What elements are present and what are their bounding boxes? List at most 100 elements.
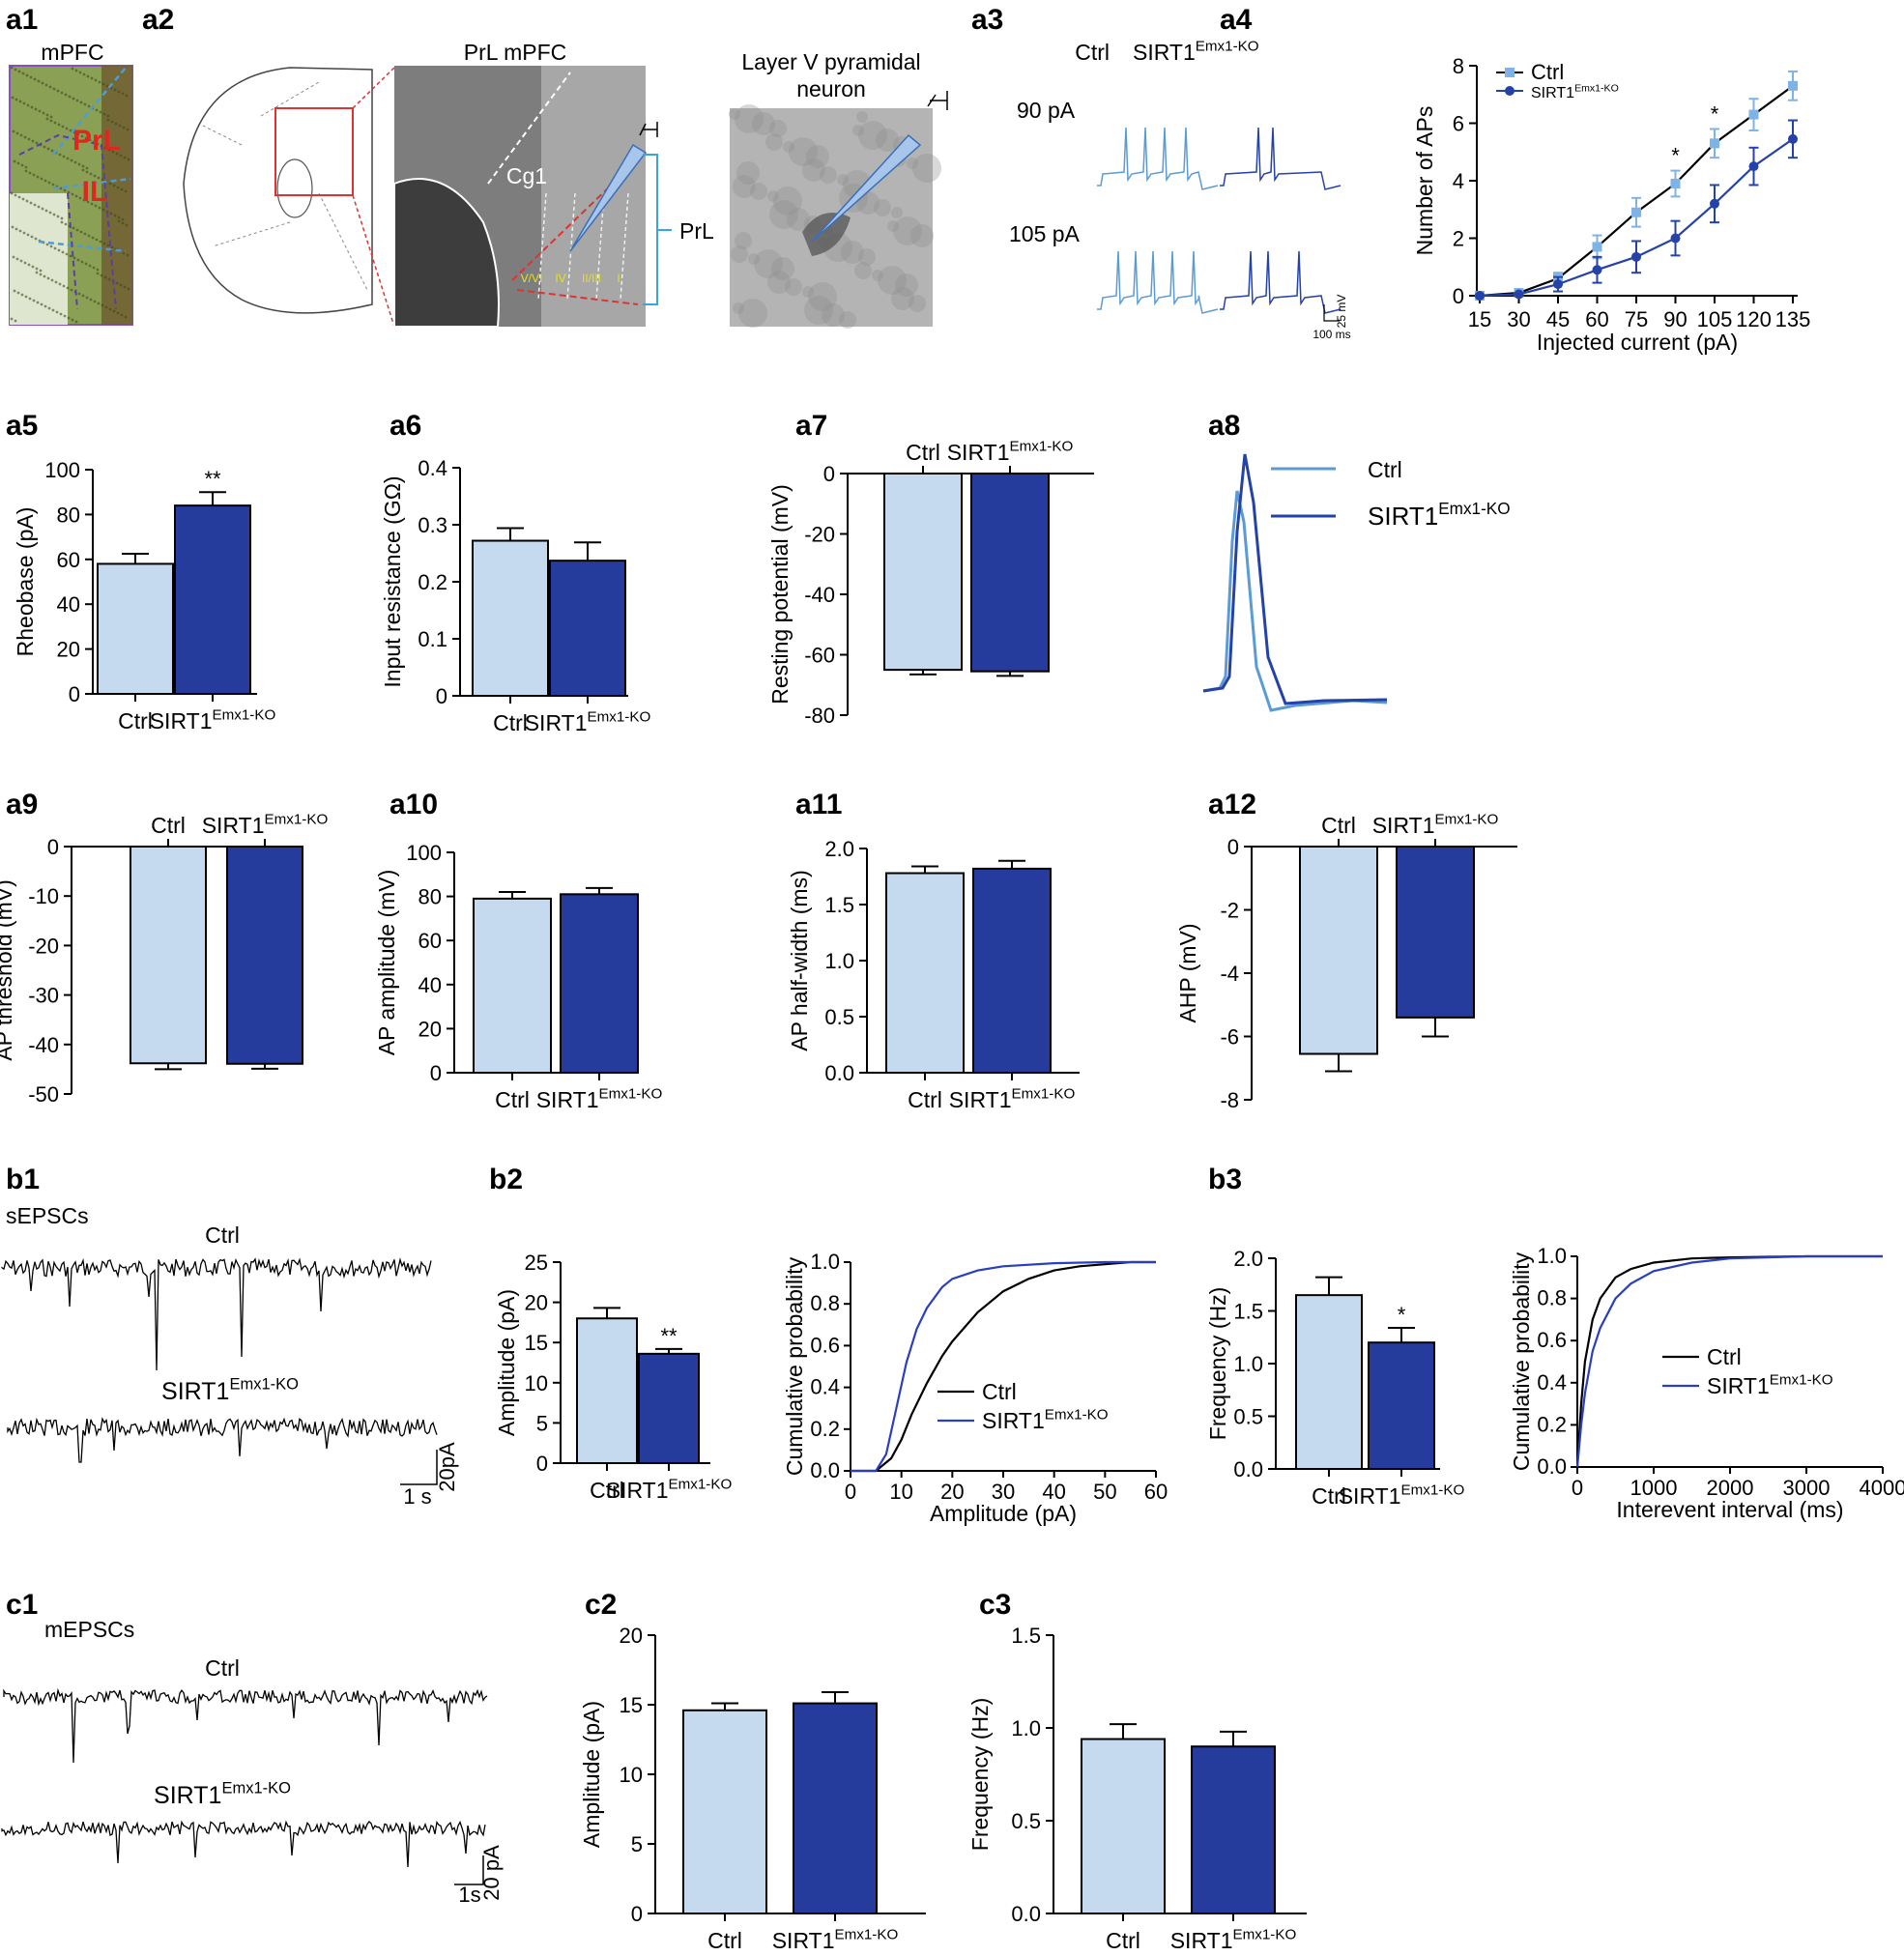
tissue-speckle (115, 281, 119, 285)
tissue-speckle (61, 125, 65, 129)
neuron-texture (754, 249, 783, 278)
mepsc-trace-ko (1, 1820, 486, 1868)
y-tick-label: 10 (620, 1763, 643, 1787)
label-main: SIRT1 (1133, 40, 1196, 65)
tissue-speckle (89, 172, 93, 176)
tissue-speckle (11, 96, 14, 100)
neuron-texture (783, 141, 794, 153)
tissue-speckle (17, 195, 21, 199)
y-tick-label: 1.0 (1233, 1352, 1263, 1376)
tissue-speckle (116, 311, 120, 315)
scale-label-voltage: 25 mV (1335, 295, 1348, 329)
y-tick-label: 0.2 (810, 1417, 840, 1441)
electrode-symbol (927, 91, 948, 110)
cg1-boundary (487, 72, 571, 185)
data-point-ko (1553, 279, 1563, 290)
tissue-speckle (107, 277, 111, 281)
tissue-speckle (39, 269, 43, 273)
tissue-speckle (78, 196, 82, 200)
y-tick-label: 0.8 (1537, 1286, 1567, 1310)
bar-ko (1396, 846, 1475, 1019)
y-axis-label: AP amplitude (mV) (374, 870, 399, 1056)
y-tick-label: 40 (418, 973, 442, 997)
x-tick-label: 105 (1697, 307, 1733, 331)
membrane-trace (1220, 127, 1341, 190)
tissue-speckle (79, 230, 83, 234)
y-tick-label: 4 (1453, 169, 1464, 193)
tissue-speckle (71, 192, 74, 196)
y-tick-label: 0.5 (1011, 1809, 1041, 1833)
neuron-texture (735, 104, 764, 133)
x-tick-label: 40 (1042, 1480, 1065, 1504)
data-point-ctrl (1748, 109, 1759, 120)
bar-ctrl (472, 539, 549, 698)
tissue-speckle (40, 302, 43, 306)
bar-ctrl (885, 872, 965, 1075)
tissue-speckle (38, 109, 42, 113)
data-point-ko (1670, 233, 1681, 244)
tissue-speckle (86, 200, 90, 204)
x-axis-label: Injected current (pA) (1537, 330, 1738, 355)
tissue-speckle (125, 223, 129, 227)
label-main: SIRT1 (947, 440, 1010, 465)
y-axis-label: Input resistance (GΩ) (380, 475, 405, 687)
tissue-speckle (57, 123, 61, 127)
bar-ctrl (1295, 1294, 1363, 1471)
region-boundary (38, 67, 131, 253)
neuron-texture (912, 154, 941, 183)
category-label: Ctrl (495, 1087, 530, 1112)
bar-ctrl (473, 897, 552, 1074)
data-point-ctrl (1710, 138, 1719, 149)
neuron-texture (733, 302, 744, 314)
y-tick-label: 0.0 (824, 1061, 854, 1085)
cumulative-plot-b2-cum: 0.0 0.2 0.4 0.6 0.8 1.0 0 10 20 30 40 50 60 Amplitude… (782, 1250, 1168, 1526)
x-tick-label: 135 (1775, 307, 1811, 331)
panel-label-c1: c1 (6, 1589, 38, 1621)
neuron-texture (733, 175, 756, 198)
y-tick-label: 100 (44, 458, 80, 482)
x-axis-label: Interevent interval (ms) (1616, 1497, 1843, 1522)
y-tick-label: 0 (1227, 835, 1239, 859)
layer-label: IV (555, 272, 565, 285)
y-tick-label: 20 (418, 1017, 442, 1041)
tissue-speckle (11, 225, 14, 229)
tissue-speckle (71, 318, 74, 322)
panel-label-a12: a12 (1208, 789, 1256, 820)
sepsc-trace-ctrl (1, 1257, 432, 1371)
slice-bright-region (541, 66, 646, 327)
neuron-texture (802, 286, 814, 298)
neuron-texture (802, 158, 825, 182)
tissue-speckle (15, 131, 19, 135)
slice-title: PrL mPFC (464, 40, 567, 65)
tissue-speckle (109, 212, 113, 216)
tissue-speckle (90, 202, 94, 206)
tissue-speckle (12, 255, 15, 259)
tissue-speckle (118, 124, 122, 128)
bar-chart-c3: 0.0 0.5 1.0 1.5 Ctrl SIRT1Emx1-KO Frequency (H… (967, 1624, 1307, 1953)
y-tick-label: -6 (1220, 1025, 1239, 1050)
neuron-texture (887, 220, 899, 232)
tissue-speckle (98, 206, 101, 210)
data-point-ctrl (1670, 178, 1681, 188)
neuron-texture (765, 133, 783, 151)
tissue-speckle (103, 275, 107, 279)
significance-mark: * (1711, 101, 1719, 126)
tissue-speckle (61, 250, 65, 254)
tissue-speckle (49, 119, 53, 123)
tissue-speckle (15, 257, 19, 261)
tissue-speckle (117, 219, 121, 223)
category-label: Ctrl (1312, 1483, 1346, 1509)
tissue-speckle (10, 66, 14, 70)
tissue-speckle (36, 301, 40, 304)
tissue-speckle (112, 184, 116, 187)
tissue-speckle (69, 254, 72, 258)
electrode-symbol (639, 122, 658, 137)
neuron-texture (767, 271, 791, 294)
y-tick-label: 5 (536, 1411, 548, 1435)
tissue-speckle (29, 75, 33, 79)
neuron-texture (858, 121, 887, 150)
tissue-speckle (121, 217, 125, 221)
x-tick-label: 30 (1507, 307, 1530, 331)
neuron-texture (895, 273, 918, 297)
neuron-title: neuron (796, 76, 866, 101)
